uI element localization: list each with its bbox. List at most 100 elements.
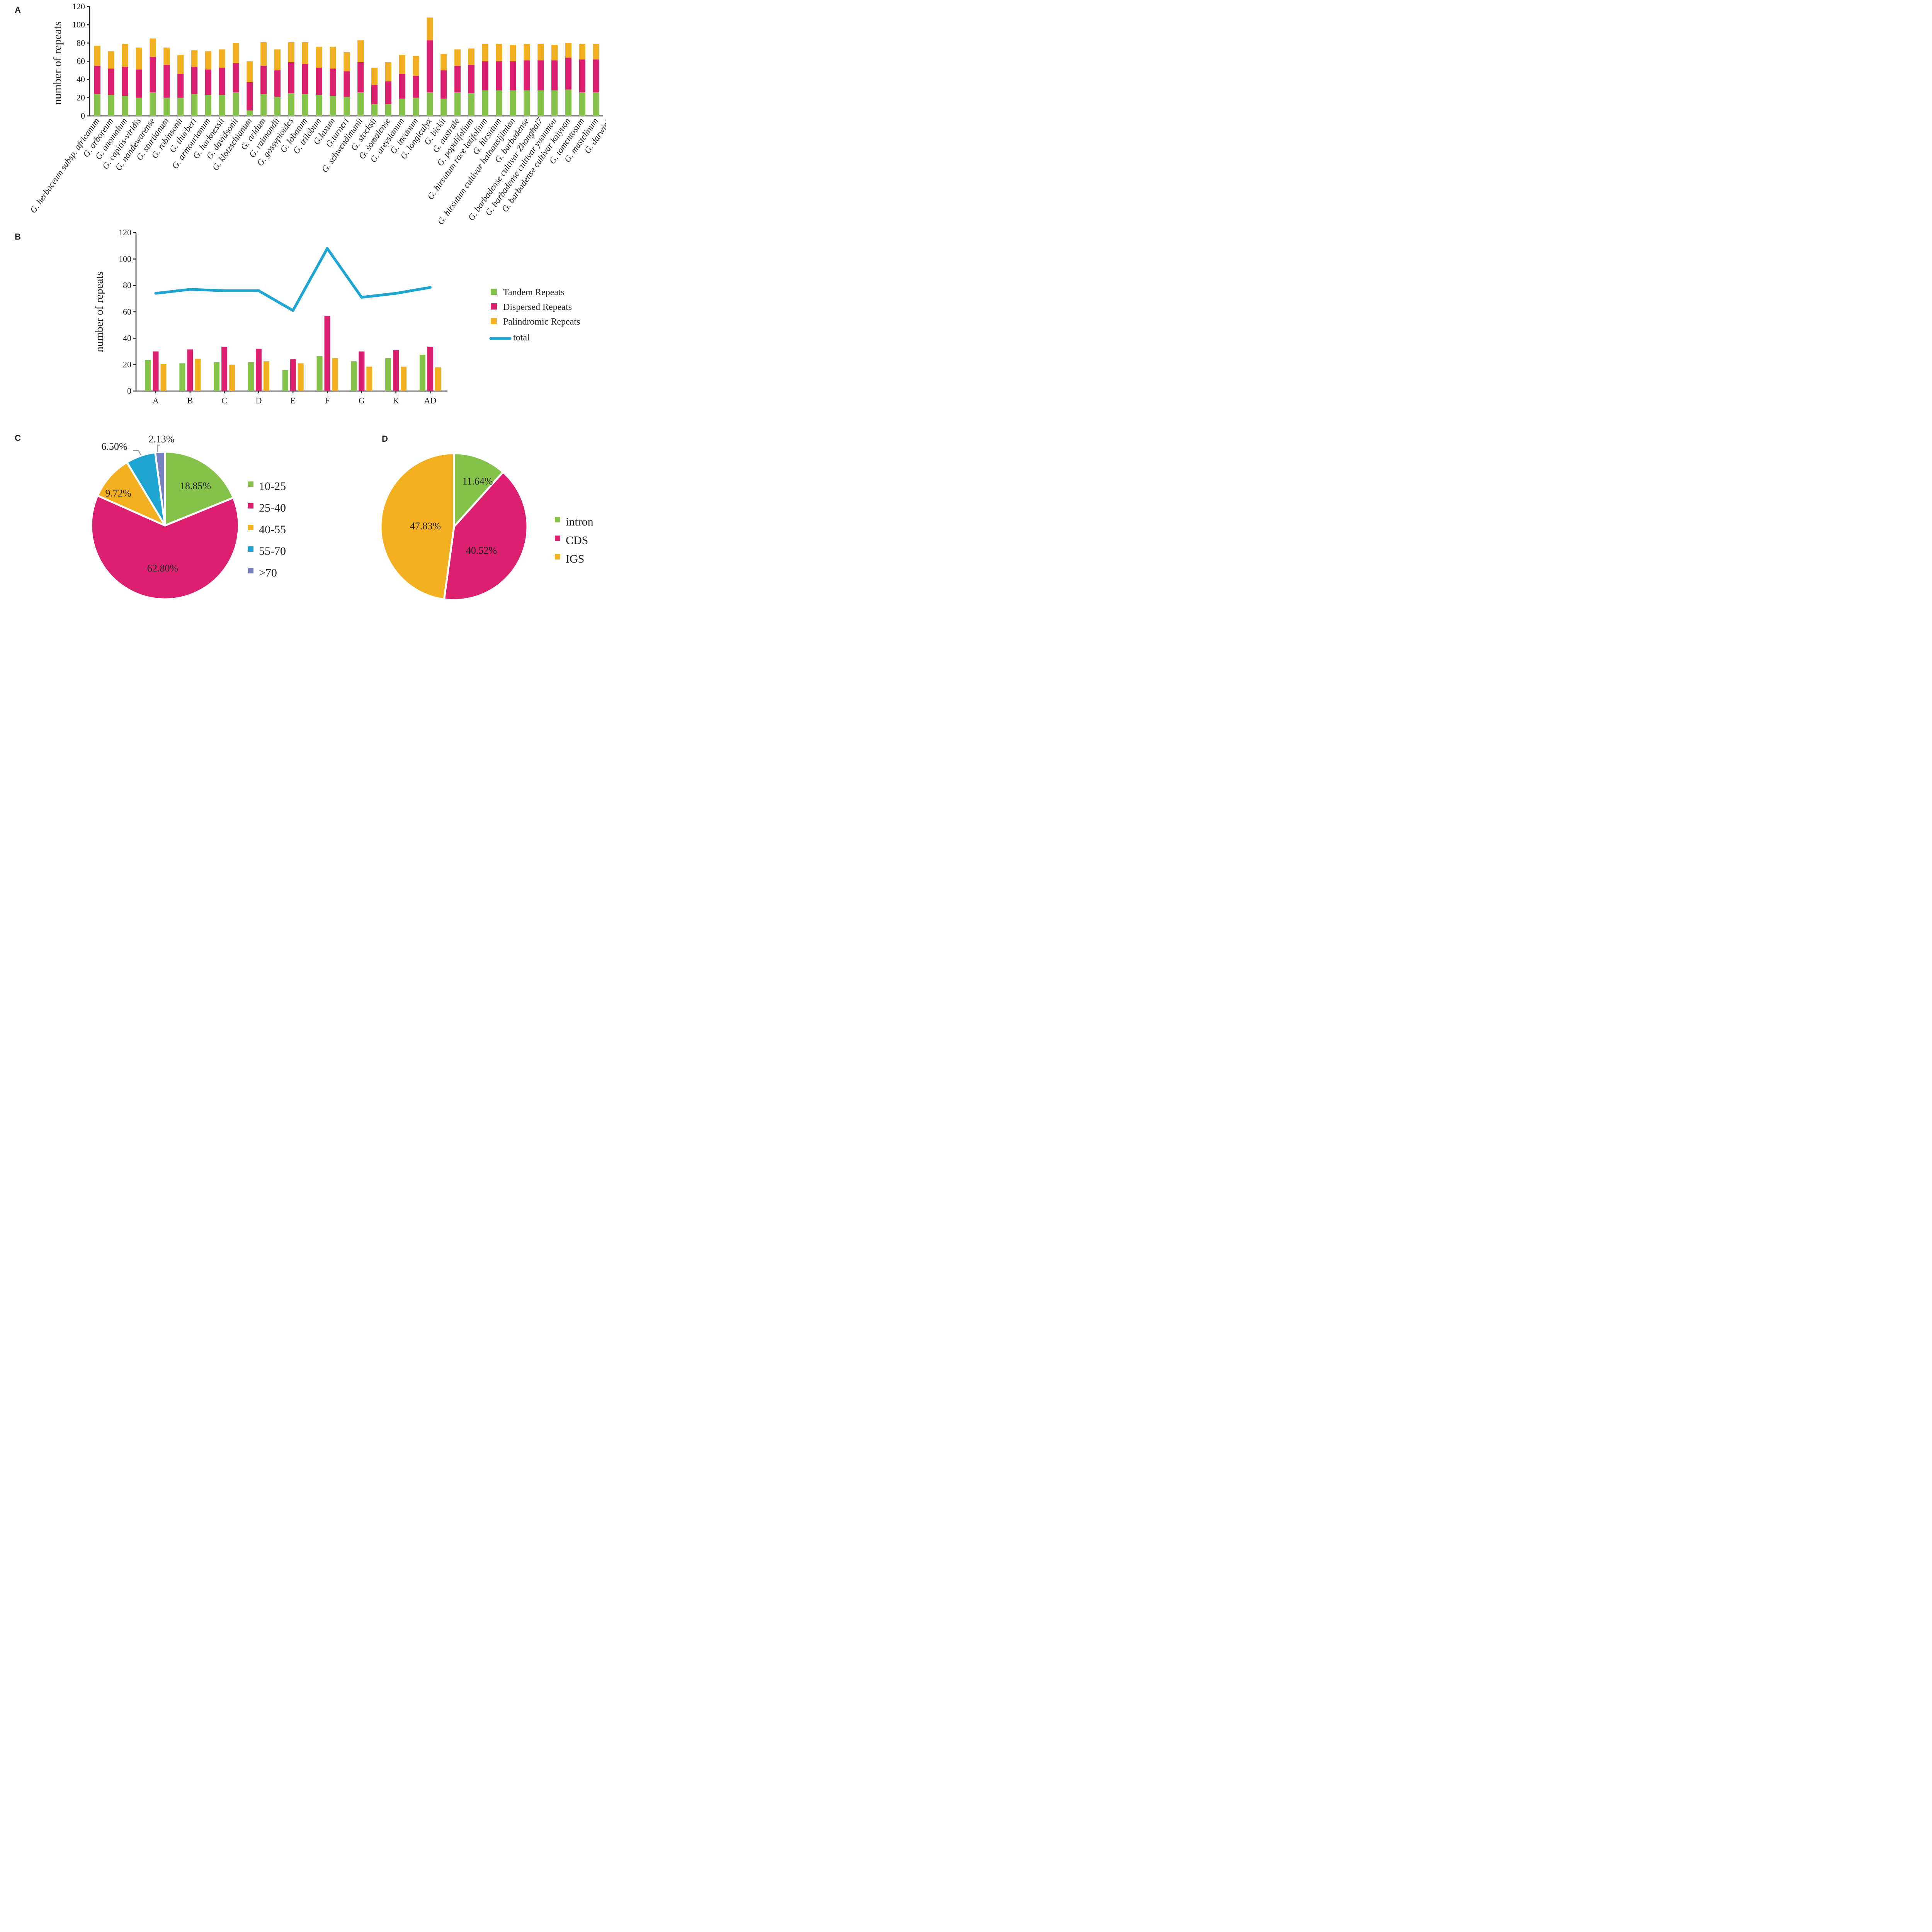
panel-b-bar-palindromic-repeats xyxy=(435,367,441,391)
panel-b-legend-swatch-dispersed-repeats xyxy=(491,303,497,310)
panel-a-bar-tandem-repeats xyxy=(288,93,294,116)
panel-a-bar-tandem-repeats xyxy=(427,92,433,116)
panel-a-bar-palindromic-repeats xyxy=(427,17,433,41)
panel-a-bar-palindromic-repeats xyxy=(551,45,558,61)
panel-a-bar-palindromic-repeats xyxy=(565,43,571,58)
panel-a-stacked-bar-chart: 0 20 40 60 80 100 120 number of repeats G. herba… xyxy=(28,2,606,226)
panel-a-bar-tandem-repeats xyxy=(510,90,516,116)
panel-a-bar-dispersed-repeats xyxy=(177,74,184,98)
panel-b-x-tick-label: B xyxy=(187,396,193,405)
panel-b-x-tick-label: E xyxy=(290,396,295,405)
panel-a-bar-palindromic-repeats xyxy=(122,44,128,67)
panel-b-y-tick-label: 100 xyxy=(119,254,131,264)
panel-a-bar-tandem-repeats xyxy=(330,96,336,116)
panel-d-label: D xyxy=(382,434,388,444)
panel-a-bar-dispersed-repeats xyxy=(260,66,267,94)
panel-a-bar-tandem-repeats xyxy=(108,95,114,116)
panel-a-y-tick-label: 80 xyxy=(77,38,85,48)
panel-b-bar-dispersed-repeats xyxy=(324,316,330,391)
panel-a-bar-palindromic-repeats xyxy=(302,42,308,64)
panel-a-bar-palindromic-repeats xyxy=(468,48,474,65)
panel-b-bar-dispersed-repeats xyxy=(393,350,399,391)
panel-d-legend-swatch-igs xyxy=(555,554,560,560)
panel-b-x-tick-label: D xyxy=(255,396,262,405)
panel-c-leader-line xyxy=(157,444,160,452)
panel-a-bar-palindromic-repeats xyxy=(94,46,100,66)
panel-a-bar-tandem-repeats xyxy=(219,95,225,116)
panel-a-bar-tandem-repeats xyxy=(371,104,378,116)
panel-a-bar-dispersed-repeats xyxy=(427,40,433,92)
panel-a-bar-dispersed-repeats xyxy=(385,81,391,104)
panel-a-label: A xyxy=(15,5,21,15)
panel-a-bar-dispersed-repeats xyxy=(510,61,516,90)
panel-a-bar-tandem-repeats xyxy=(593,92,599,116)
panel-d-legend-swatch-intron xyxy=(555,517,560,522)
panel-a-bar-tandem-repeats xyxy=(136,97,142,116)
panel-d-legend-label-igs: IGS xyxy=(566,553,584,565)
panel-a-bar-tandem-repeats xyxy=(399,99,405,116)
panel-b-grouped-bar-line-chart: 0 20 40 60 80 100 120 number of repeats A B C D E F G K… xyxy=(93,228,580,405)
panel-b-legend-label-dispersed-repeats: Dispersed Repeats xyxy=(503,302,572,312)
panel-c-legend-swatch-55-70 xyxy=(248,546,253,552)
panel-a-bar-dispersed-repeats xyxy=(330,68,336,96)
panel-a-bar-dispersed-repeats xyxy=(288,62,294,94)
panel-b-y-tick-label: 80 xyxy=(123,281,131,290)
panel-b-bar-tandem-repeats xyxy=(385,358,391,391)
panel-b-y-tick-label: 20 xyxy=(123,360,131,369)
panel-b-x-tick-label: AD xyxy=(424,396,437,405)
panel-a-bar-dispersed-repeats xyxy=(454,66,461,92)
panel-b-bar-dispersed-repeats xyxy=(187,349,193,391)
panel-a-bar-tandem-repeats xyxy=(150,92,156,116)
panel-b-bar-dispersed-repeats xyxy=(427,347,433,391)
panel-b-bar-dispersed-repeats xyxy=(255,349,262,391)
panel-a-bar-dispersed-repeats xyxy=(468,65,474,94)
panel-d-slice-cds xyxy=(443,471,529,600)
panel-d-slice-intron xyxy=(453,452,504,528)
panel-c-slice-10-25 xyxy=(164,451,235,527)
panel-a-bar-dispersed-repeats xyxy=(357,62,364,92)
panel-a-bar-dispersed-repeats xyxy=(565,58,571,90)
panel-b-x-tick-label: A xyxy=(153,396,159,405)
panel-a-x-tick-label: G. herbaceum subsp. africanum xyxy=(28,116,101,215)
panel-b-x-tick-label: F xyxy=(325,396,330,405)
panel-a-bar-palindromic-repeats xyxy=(524,44,530,61)
panel-a-bar-dispersed-repeats xyxy=(537,60,544,90)
panel-a-bar-palindromic-repeats xyxy=(260,42,267,66)
panel-a-bar-dispersed-repeats xyxy=(150,56,156,92)
panel-a-y-tick-label: 60 xyxy=(77,56,85,66)
panel-a-bar-palindromic-repeats xyxy=(482,44,488,61)
panel-c-legend-swatch-70 xyxy=(248,568,253,573)
panel-a-bar-dispersed-repeats xyxy=(122,66,128,96)
panel-a-bar-palindromic-repeats xyxy=(537,44,544,61)
panel-a-bar-dispersed-repeats xyxy=(524,60,530,90)
panel-a-bar-dispersed-repeats xyxy=(551,60,558,90)
panel-d-pie-chart: 11.64% 40.52% 47.83% intron CDS IGS xyxy=(379,452,594,600)
panel-c-slice-label-25-40: 62.80% xyxy=(147,563,178,574)
panel-a-bar-tandem-repeats xyxy=(94,94,100,116)
panel-a-bar-dispersed-repeats xyxy=(219,68,225,95)
panel-a-bar-palindromic-repeats xyxy=(136,48,142,70)
panel-a-bar-dispersed-repeats xyxy=(163,65,170,98)
panel-a-bar-tandem-repeats xyxy=(579,92,585,116)
panel-c-slice-label-70: 2.13% xyxy=(148,434,174,445)
panel-b-legend-swatch-palindromic-repeats xyxy=(491,318,497,324)
panel-a-bar-tandem-repeats xyxy=(496,90,502,116)
panel-b-bar-dispersed-repeats xyxy=(153,351,159,391)
panel-b-bar-dispersed-repeats xyxy=(359,351,365,391)
panel-a-bar-dispersed-repeats xyxy=(482,61,488,90)
panel-a-bar-palindromic-repeats xyxy=(205,51,211,70)
panel-a-bar-palindromic-repeats xyxy=(219,49,225,68)
panel-b-bar-palindromic-repeats xyxy=(366,366,372,391)
panel-b-y-axis-title: number of repeats xyxy=(93,271,105,352)
panel-a-bar-tandem-repeats xyxy=(122,96,128,116)
panel-a-y-tick-label: 20 xyxy=(77,93,85,102)
panel-a-bar-palindromic-repeats xyxy=(247,61,253,82)
panel-a-bar-dispersed-repeats xyxy=(191,66,197,94)
panel-d-slice-label-intron: 11.64% xyxy=(462,476,493,487)
panel-a-y-tick-label: 40 xyxy=(77,75,85,84)
panel-a-y-tick-label: 0 xyxy=(81,111,85,121)
panel-c-slice-label-55-70: 6.50% xyxy=(101,441,127,452)
panel-a-bar-tandem-repeats xyxy=(260,94,267,116)
panel-a-bar-tandem-repeats xyxy=(233,92,239,116)
panel-a-bar-tandem-repeats xyxy=(440,99,447,116)
